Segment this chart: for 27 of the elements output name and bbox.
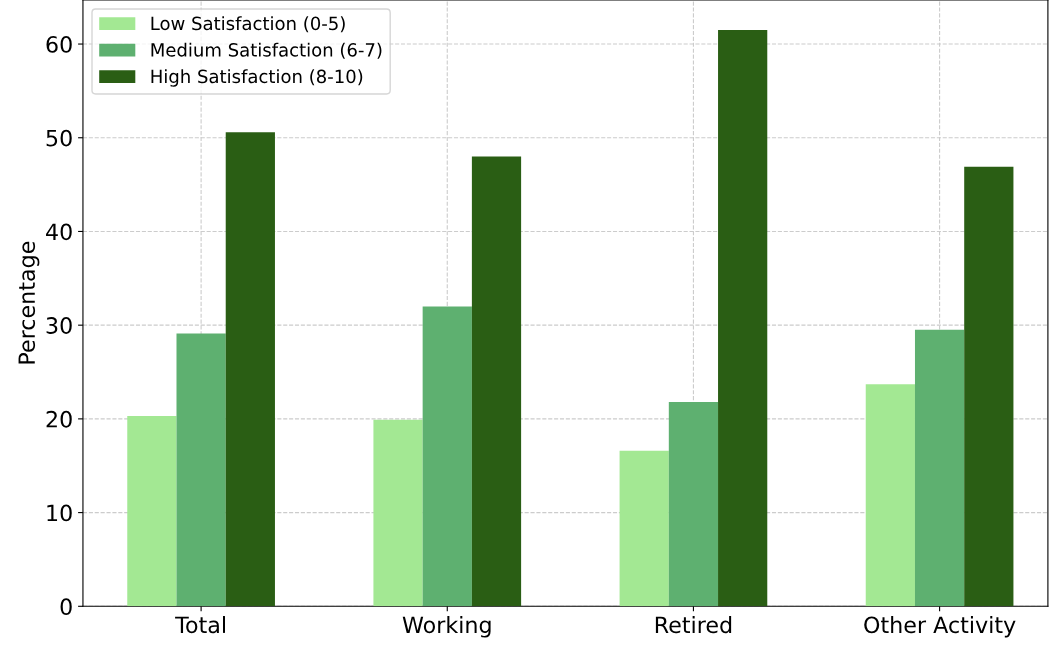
y-axis-title: Percentage — [18, 241, 40, 364]
bar — [225, 132, 275, 607]
legend-label: Medium Satisfaction (6-7) — [151, 42, 382, 59]
bar — [964, 166, 1014, 607]
y-tick-label: 60 — [46, 35, 72, 53]
legend-label: High Satisfaction (8-10) — [151, 69, 363, 87]
bar — [373, 419, 423, 607]
y-tick-label: 30 — [46, 317, 72, 334]
y-tick-label: 20 — [46, 410, 72, 428]
x-tick-label: Total — [175, 616, 225, 634]
bar — [471, 156, 522, 607]
bar — [619, 450, 669, 607]
bar — [668, 402, 719, 607]
y-tick-label: 40 — [46, 223, 72, 241]
bar — [127, 416, 177, 607]
x-tick-label: Other Activity — [864, 616, 1016, 638]
x-tick-label: Retired — [655, 616, 732, 634]
bar — [422, 306, 472, 607]
x-tick-label: Working — [402, 616, 491, 638]
bar — [865, 384, 915, 607]
legend-label: Low Satisfaction (0-5) — [151, 16, 345, 33]
bar — [718, 29, 768, 607]
y-tick-label: 10 — [47, 504, 72, 522]
y-tick-label: 0 — [60, 598, 72, 616]
y-tick-label: 50 — [46, 129, 72, 147]
bar — [176, 333, 226, 607]
bar — [914, 329, 965, 607]
